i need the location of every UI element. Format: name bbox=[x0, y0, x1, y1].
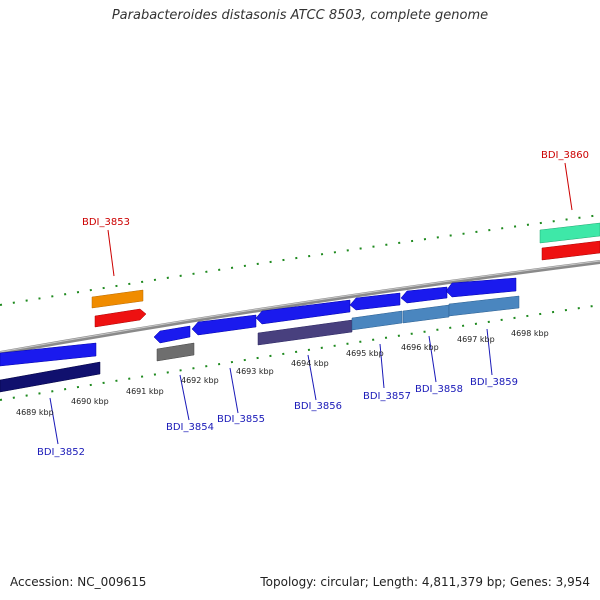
reverse-strand-features bbox=[0, 277, 520, 393]
gene-label-bdi3853[interactable]: BDI_3853 bbox=[82, 217, 130, 228]
gene-label-bdi3859[interactable]: BDI_3859 bbox=[470, 377, 518, 388]
label-leaders bbox=[49, 162, 573, 445]
tick-label: 4694 kbp bbox=[291, 359, 329, 368]
gene-label-bdi3857[interactable]: BDI_3857 bbox=[363, 391, 411, 402]
tick-label: 4697 kbp bbox=[457, 335, 495, 344]
gene-label-bdi3852[interactable]: BDI_3852 bbox=[37, 447, 85, 458]
tick-label: 4689 kbp bbox=[16, 408, 54, 417]
gene-feature-bdi3856[interactable] bbox=[255, 299, 351, 325]
gene-feature-bdi3852[interactable] bbox=[0, 342, 97, 367]
gene-feature-bdi3860-red[interactable] bbox=[541, 240, 600, 261]
gene-label-bdi3858[interactable]: BDI_3858 bbox=[415, 384, 463, 395]
tick-label: 4690 kbp bbox=[71, 397, 109, 406]
leader-bdi3860 bbox=[564, 162, 573, 211]
gene-feature-bdi3855[interactable] bbox=[191, 314, 257, 336]
leader-bdi3857 bbox=[379, 343, 385, 389]
tick-label: 4695 kbp bbox=[346, 349, 384, 358]
gene-feature-bdi3856-purple[interactable] bbox=[257, 319, 353, 346]
outer-tick-track bbox=[0, 214, 600, 306]
genome-backbone bbox=[0, 260, 600, 355]
map-title: Parabacteroides distasonis ATCC 8503, co… bbox=[111, 8, 489, 23]
tick-label: 4692 kbp bbox=[181, 376, 219, 385]
leader-bdi3854 bbox=[179, 374, 190, 421]
gene-feature-bdi3858[interactable] bbox=[400, 286, 448, 304]
gene-label-bdi3856[interactable]: BDI_3856 bbox=[294, 401, 342, 412]
gene-label-bdi3855[interactable]: BDI_3855 bbox=[217, 414, 265, 425]
leader-bdi3853 bbox=[107, 229, 115, 277]
gene-feature-bdi3854[interactable] bbox=[153, 325, 191, 344]
leader-bdi3855 bbox=[229, 367, 239, 414]
gene-feature-bdi3857-steel[interactable] bbox=[351, 310, 403, 331]
tick-labels: 4689 kbp 4690 kbp 4691 kbp 4692 kbp 4693 kbp… bbox=[16, 329, 549, 417]
gene-feature-bdi3853-orange[interactable] bbox=[91, 289, 144, 309]
leader-bdi3856 bbox=[307, 354, 317, 401]
forward-strand-features bbox=[91, 222, 600, 328]
gene-feature-bdi3854-gray[interactable] bbox=[156, 342, 195, 362]
gene-feature-bdi3860-green[interactable] bbox=[539, 222, 600, 244]
gene-feature-bdi3859[interactable] bbox=[445, 277, 517, 298]
gene-feature-bdi3859-steel[interactable] bbox=[448, 295, 520, 317]
leader-bdi3859 bbox=[486, 328, 493, 376]
tick-label: 4696 kbp bbox=[401, 343, 439, 352]
gene-label-bdi3860[interactable]: BDI_3860 bbox=[541, 150, 589, 161]
genome-summary-text: Topology: circular; Length: 4,811,379 bp… bbox=[260, 575, 590, 589]
gene-feature-bdi3858-steel[interactable] bbox=[402, 304, 450, 324]
genome-backbone-highlight bbox=[0, 260, 600, 353]
gene-feature-bdi3857[interactable] bbox=[349, 292, 401, 311]
gene-feature-bdi3852-dark[interactable] bbox=[0, 361, 101, 393]
tick-label: 4691 kbp bbox=[126, 387, 164, 396]
gene-feature-bdi3853-red[interactable] bbox=[94, 308, 147, 328]
tick-label: 4698 kbp bbox=[511, 329, 549, 338]
leader-bdi3858 bbox=[428, 335, 437, 383]
gene-label-bdi3854[interactable]: BDI_3854 bbox=[166, 422, 214, 433]
accession-text: Accession: NC_009615 bbox=[10, 575, 147, 589]
leader-bdi3852 bbox=[49, 397, 59, 445]
tick-label: 4693 kbp bbox=[236, 367, 274, 376]
